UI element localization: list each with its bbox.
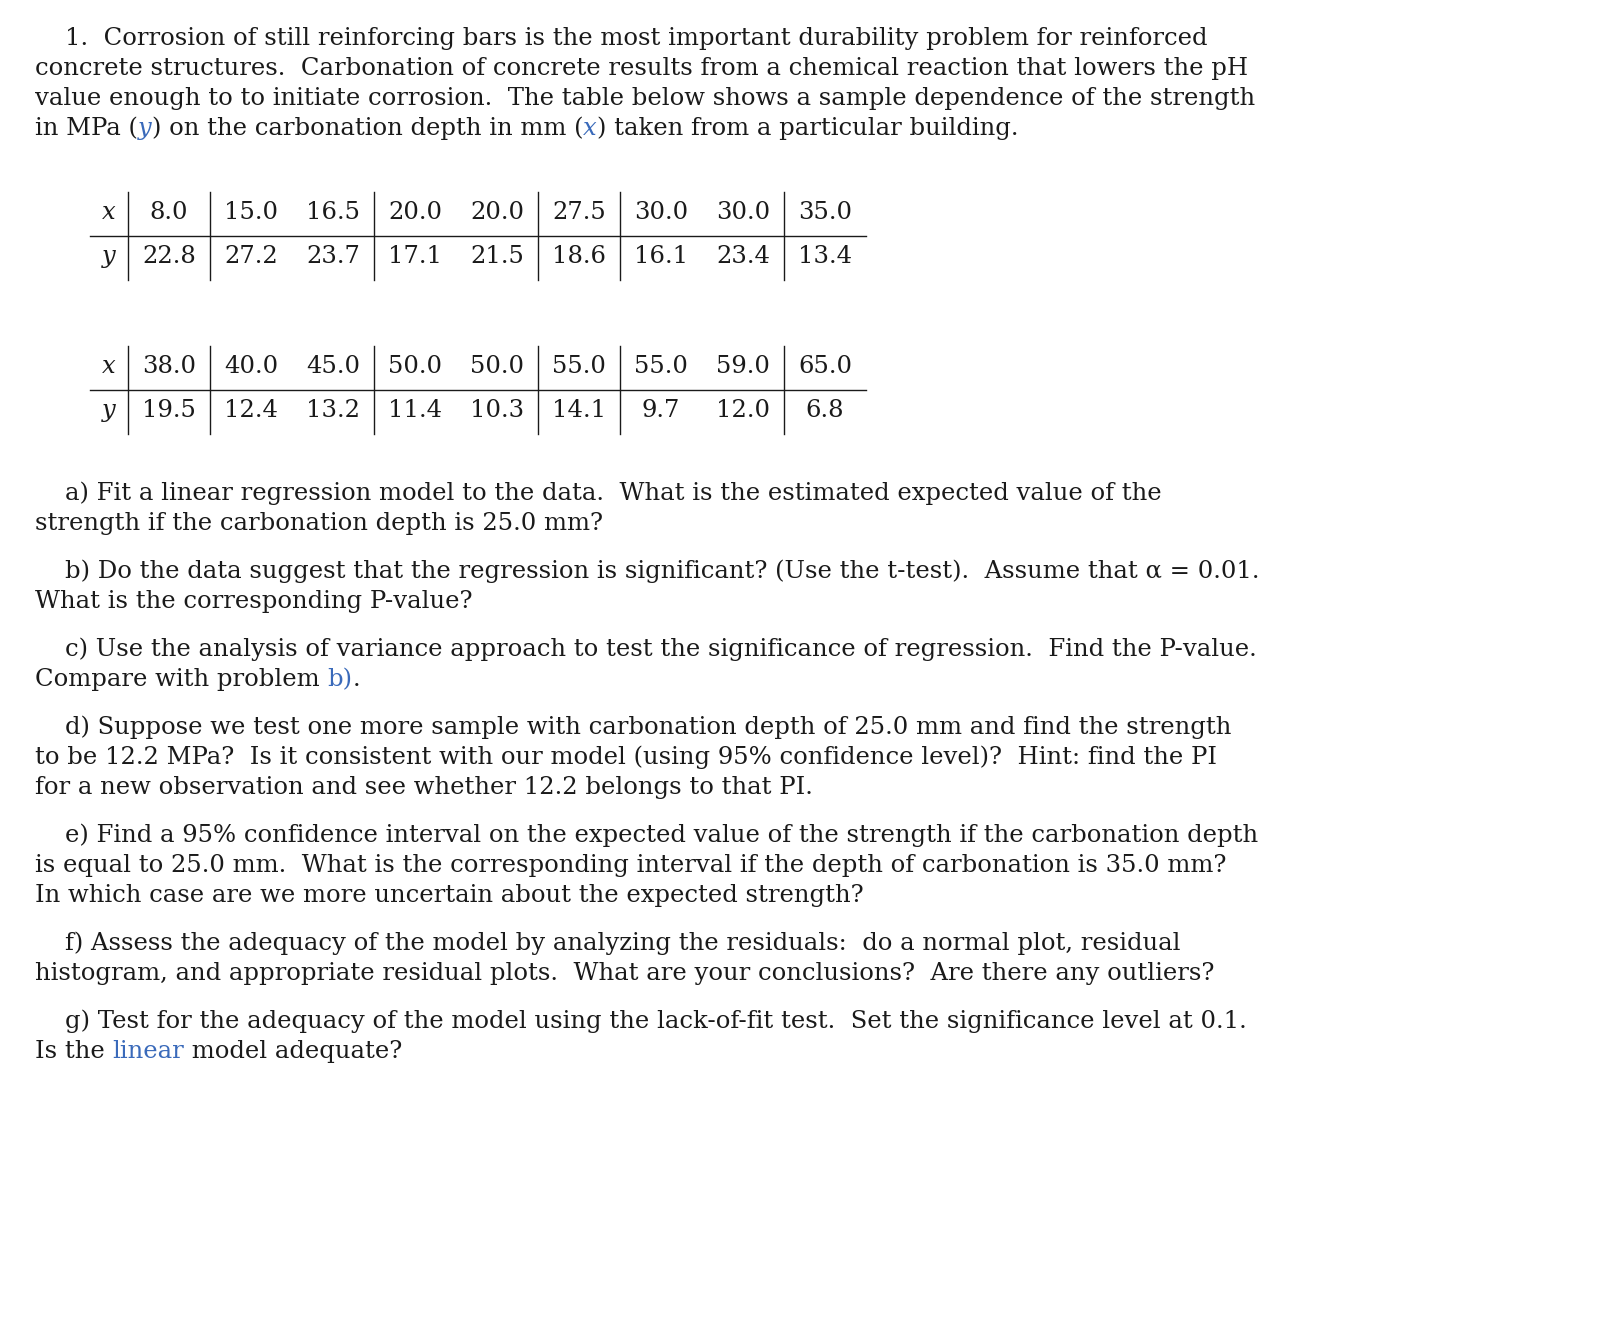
Text: 35.0: 35.0 <box>798 201 852 224</box>
Text: 12.0: 12.0 <box>716 399 769 423</box>
Text: 30.0: 30.0 <box>716 201 771 224</box>
Text: 19.5: 19.5 <box>142 399 196 423</box>
Text: x: x <box>583 117 596 140</box>
Text: 9.7: 9.7 <box>642 399 680 423</box>
Text: x: x <box>102 355 116 379</box>
Text: Is the: Is the <box>36 1041 113 1063</box>
Text: g) Test for the adequacy of the model using the lack-of-fit test.  Set the signi: g) Test for the adequacy of the model us… <box>65 1010 1248 1033</box>
Text: for a new observation and see whether 12.2 belongs to that PI.: for a new observation and see whether 12… <box>36 776 813 799</box>
Text: f) Assess the adequacy of the model by analyzing the residuals:  do a normal plo: f) Assess the adequacy of the model by a… <box>65 931 1181 955</box>
Text: is equal to 25.0 mm.  What is the corresponding interval if the depth of carbona: is equal to 25.0 mm. What is the corresp… <box>36 854 1227 876</box>
Text: concrete structures.  Carbonation of concrete results from a chemical reaction t: concrete structures. Carbonation of conc… <box>36 57 1248 80</box>
Text: ) taken from a particular building.: ) taken from a particular building. <box>596 116 1018 140</box>
Text: 8.0: 8.0 <box>150 201 187 224</box>
Text: 21.5: 21.5 <box>470 245 524 268</box>
Text: In which case are we more uncertain about the expected strength?: In which case are we more uncertain abou… <box>36 884 863 907</box>
Text: 18.6: 18.6 <box>553 245 606 268</box>
Text: 6.8: 6.8 <box>806 399 844 423</box>
Text: e) Find a 95% confidence interval on the expected value of the strength if the c: e) Find a 95% confidence interval on the… <box>65 823 1259 847</box>
Text: 22.8: 22.8 <box>142 245 196 268</box>
Text: 23.4: 23.4 <box>716 245 769 268</box>
Text: 16.1: 16.1 <box>633 245 688 268</box>
Text: 38.0: 38.0 <box>142 355 196 379</box>
Text: d) Suppose we test one more sample with carbonation depth of 25.0 mm and find th: d) Suppose we test one more sample with … <box>65 715 1231 739</box>
Text: b) Do the data suggest that the regression is significant? (Use the t-test).  As: b) Do the data suggest that the regressi… <box>65 559 1259 583</box>
Text: value enough to to initiate corrosion.  The table below shows a sample dependenc: value enough to to initiate corrosion. T… <box>36 87 1256 109</box>
Text: 11.4: 11.4 <box>388 399 443 423</box>
Text: 1.  Corrosion of still reinforcing bars is the most important durability problem: 1. Corrosion of still reinforcing bars i… <box>65 27 1207 49</box>
Text: linear: linear <box>113 1041 184 1063</box>
Text: in MPa (: in MPa ( <box>36 117 137 140</box>
Text: 65.0: 65.0 <box>798 355 852 379</box>
Text: Compare with problem: Compare with problem <box>36 668 328 691</box>
Text: .: . <box>352 668 360 691</box>
Text: 50.0: 50.0 <box>388 355 443 379</box>
Text: 55.0: 55.0 <box>553 355 606 379</box>
Text: to be 12.2 MPa?  Is it consistent with our model (using 95% confidence level)?  : to be 12.2 MPa? Is it consistent with ou… <box>36 746 1217 768</box>
Text: 12.4: 12.4 <box>225 399 278 423</box>
Text: ) on the carbonation depth in mm (: ) on the carbonation depth in mm ( <box>152 116 583 140</box>
Text: 30.0: 30.0 <box>633 201 688 224</box>
Text: 23.7: 23.7 <box>305 245 360 268</box>
Text: y: y <box>102 399 116 423</box>
Text: y: y <box>102 245 116 268</box>
Text: 45.0: 45.0 <box>305 355 360 379</box>
Text: 27.2: 27.2 <box>225 245 278 268</box>
Text: c) Use the analysis of variance approach to test the significance of regression.: c) Use the analysis of variance approach… <box>65 638 1257 662</box>
Text: 14.1: 14.1 <box>553 399 606 423</box>
Text: 16.5: 16.5 <box>305 201 360 224</box>
Text: 15.0: 15.0 <box>225 201 278 224</box>
Text: histogram, and appropriate residual plots.  What are your conclusions?  Are ther: histogram, and appropriate residual plot… <box>36 962 1214 984</box>
Text: 13.2: 13.2 <box>305 399 360 423</box>
Text: 20.0: 20.0 <box>470 201 524 224</box>
Text: 40.0: 40.0 <box>225 355 278 379</box>
Text: 17.1: 17.1 <box>388 245 443 268</box>
Text: x: x <box>102 201 116 224</box>
Text: model adequate?: model adequate? <box>184 1041 402 1063</box>
Text: 10.3: 10.3 <box>470 399 524 423</box>
Text: 55.0: 55.0 <box>633 355 688 379</box>
Text: y: y <box>137 117 152 140</box>
Text: strength if the carbonation depth is 25.0 mm?: strength if the carbonation depth is 25.… <box>36 512 603 535</box>
Text: 13.4: 13.4 <box>798 245 852 268</box>
Text: 27.5: 27.5 <box>553 201 606 224</box>
Text: 50.0: 50.0 <box>470 355 524 379</box>
Text: 20.0: 20.0 <box>388 201 443 224</box>
Text: What is the corresponding P-value?: What is the corresponding P-value? <box>36 590 472 614</box>
Text: 59.0: 59.0 <box>716 355 769 379</box>
Text: a) Fit a linear regression model to the data.  What is the estimated expected va: a) Fit a linear regression model to the … <box>65 482 1162 506</box>
Text: b): b) <box>328 668 352 691</box>
